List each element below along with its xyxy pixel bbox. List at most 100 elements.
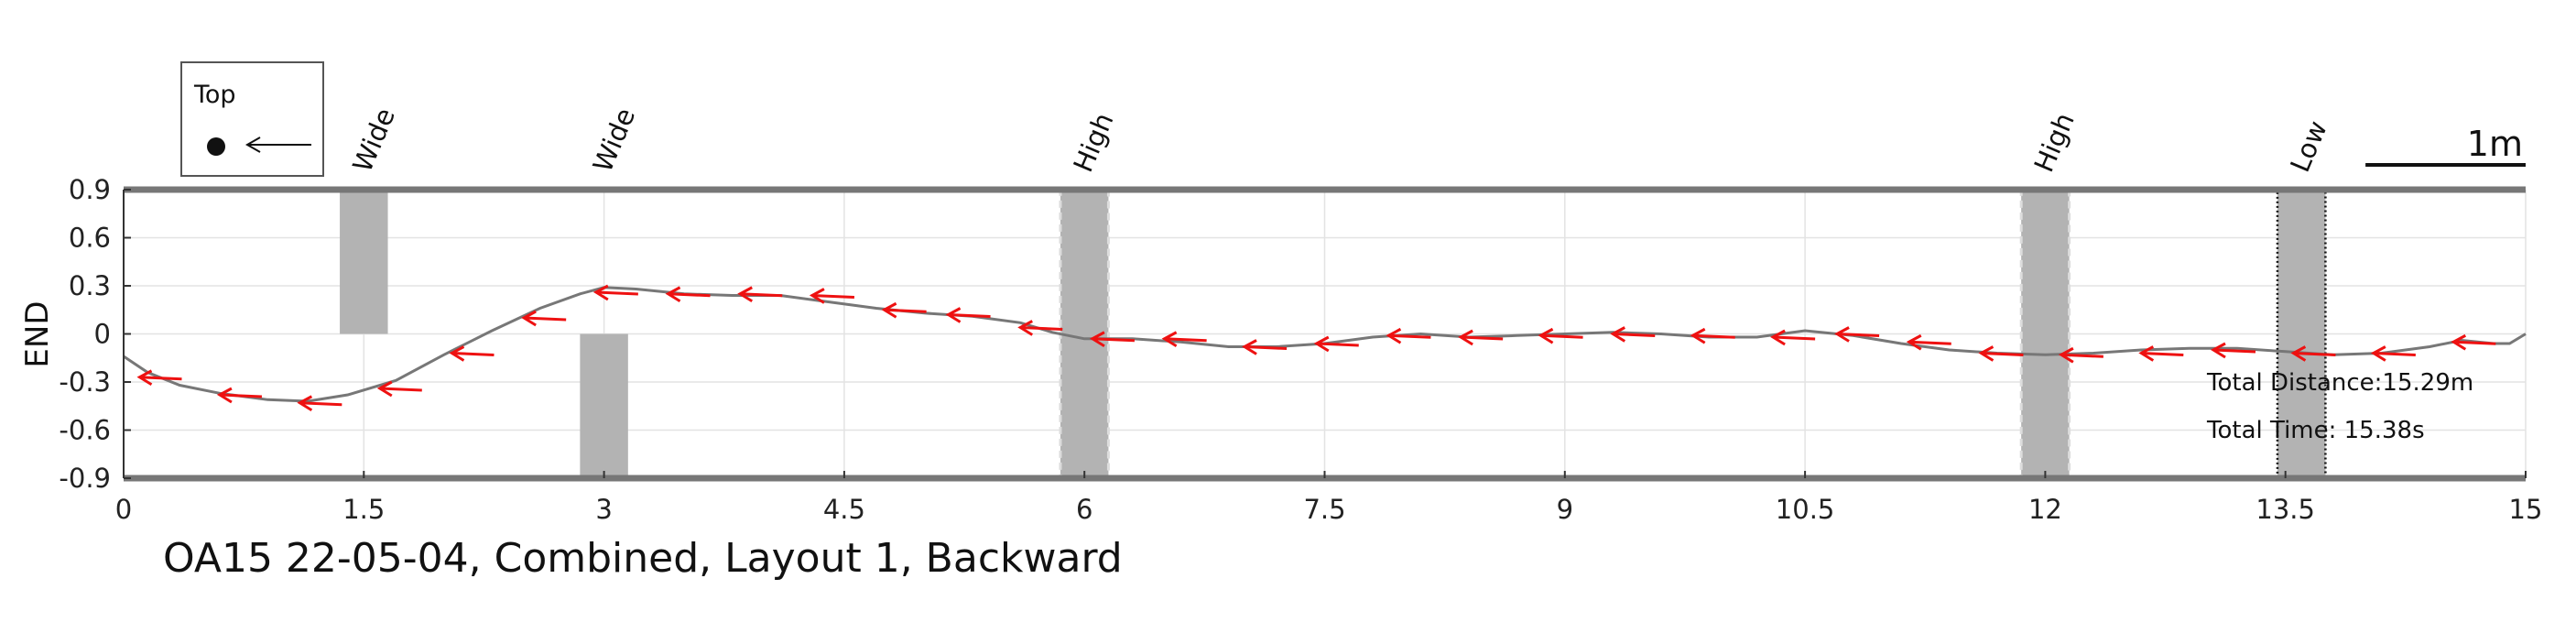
x-tick-label: 0 — [115, 494, 132, 525]
obstacle-label: High — [2028, 108, 2081, 177]
obstacle-bar — [580, 333, 628, 478]
heading-arrow — [2058, 346, 2103, 364]
y-tick-label: 0.6 — [69, 223, 111, 254]
heading-arrow-shaft — [884, 308, 927, 313]
x-tick-label: 13.5 — [2255, 494, 2315, 525]
heading-arrow-shaft — [1092, 337, 1136, 343]
heading-arrow-head — [2290, 345, 2307, 362]
heading-arrow-head — [881, 301, 897, 319]
scale-bar-label: 1m — [2467, 124, 2523, 164]
axes — [123, 186, 2527, 482]
heading-arrow — [1242, 339, 1288, 355]
heading-arrow-head — [297, 395, 313, 412]
y-tick-label: -0.6 — [59, 415, 111, 446]
heading-arrow-shaft — [1837, 333, 1880, 337]
heading-arrow-head — [1458, 329, 1473, 346]
heading-arrow — [1610, 326, 1656, 343]
heading-arrow — [1770, 329, 1816, 346]
heading-arrow-shaft — [2373, 352, 2416, 356]
heading-arrow — [2451, 333, 2496, 351]
heading-arrow-head — [737, 286, 754, 303]
heading-arrow-shaft — [811, 294, 854, 299]
heading-arrow-shaft — [1461, 335, 1504, 341]
heading-arrow-head — [809, 288, 825, 304]
heading-arrow — [1089, 331, 1136, 348]
heading-arrow-head — [1017, 320, 1034, 336]
heading-arrow-head — [1770, 329, 1786, 346]
heading-arrow-shaft — [2293, 352, 2336, 356]
heading-arrow-head — [1978, 345, 1994, 362]
x-tick-label: 10.5 — [1776, 494, 1835, 525]
x-tick-label: 15 — [2509, 494, 2543, 525]
heading-arrow-head — [592, 284, 609, 301]
y-tick-label: 0.3 — [69, 270, 111, 301]
heading-arrow — [136, 369, 182, 387]
heading-arrow — [1690, 327, 1735, 344]
heading-arrow — [2370, 345, 2416, 362]
legend-title: Top — [193, 81, 236, 109]
heading-arrow — [2290, 345, 2336, 362]
heading-arrow-head — [1834, 326, 1850, 343]
x-tick-label: 6 — [1076, 494, 1092, 525]
heading-arrow — [216, 387, 262, 404]
heading-arrow — [881, 301, 927, 319]
heading-arrow — [2138, 345, 2184, 362]
heading-arrow — [1313, 335, 1359, 353]
obstacle-label: Wide — [346, 104, 401, 177]
heading-arrow-head — [1089, 331, 1105, 348]
heading-arrows — [136, 284, 2496, 412]
heading-arrow — [449, 345, 495, 362]
heading-arrow-shaft — [1245, 345, 1288, 350]
heading-arrow-shaft — [948, 313, 991, 318]
x-tick-label: 4.5 — [823, 494, 865, 525]
heading-arrow-head — [1538, 327, 1554, 344]
heading-arrow-shaft — [1020, 326, 1063, 331]
heading-arrow-head — [2058, 346, 2074, 364]
heading-arrow-shaft — [668, 292, 711, 298]
y-axis-label: END — [19, 300, 56, 367]
heading-arrow-head — [1242, 339, 1257, 355]
heading-arrow-shaft — [219, 393, 262, 398]
heading-arrow — [376, 380, 422, 398]
heading-arrow — [1834, 326, 1880, 343]
heading-arrow-head — [136, 369, 153, 387]
heading-arrow-shaft — [595, 290, 638, 296]
heading-arrow — [1017, 320, 1063, 336]
x-tick-label: 9 — [1557, 494, 1573, 525]
heading-arrow-head — [2451, 333, 2467, 351]
heading-arrow — [592, 284, 638, 301]
y-tick-label: -0.9 — [59, 463, 111, 494]
heading-arrow-head — [945, 307, 962, 323]
heading-arrow-shaft — [1316, 342, 1359, 347]
x-tick-label: 1.5 — [342, 494, 385, 525]
total-time-text: Total Time: 15.38s — [2206, 417, 2425, 444]
tick-labels: 0 1.5 3 4.5 6 7.5 9 10.5 12 13.5 15 0.9 0.6 0.3 0 -0.3 -… — [59, 174, 2542, 525]
heading-arrow-head — [2370, 345, 2386, 362]
heading-arrow-shaft — [740, 292, 783, 298]
obstacle-label: Low — [2284, 116, 2333, 177]
heading-arrow-shaft — [1908, 340, 1951, 345]
heading-arrow-shaft — [524, 316, 567, 322]
heading-arrow-head — [2138, 345, 2155, 362]
heading-arrow-shaft — [2212, 348, 2256, 354]
y-tick-label: 0 — [94, 319, 111, 350]
heading-arrow — [737, 286, 783, 303]
heading-arrow-shaft — [1773, 335, 1816, 341]
heading-arrow-shaft — [2141, 352, 2184, 356]
heading-arrow-head — [1906, 333, 1922, 351]
heading-arrow-head — [2211, 342, 2226, 359]
heading-arrow-shaft — [139, 376, 182, 381]
heading-arrow — [1458, 329, 1504, 346]
obstacle-label: Wide — [587, 104, 642, 177]
heading-arrow-shaft — [1981, 352, 2024, 356]
heading-arrow — [521, 310, 567, 327]
legend-dot-icon — [207, 137, 225, 156]
heading-arrow-shaft — [1613, 333, 1656, 337]
x-tick-label: 12 — [2028, 494, 2062, 525]
obstacle-label: High — [1067, 108, 1119, 177]
obstacle-bar — [340, 190, 388, 334]
obstacle-bar — [2019, 188, 2071, 480]
heading-arrow-shaft — [1692, 333, 1735, 339]
heading-arrow-shaft — [1540, 333, 1583, 339]
